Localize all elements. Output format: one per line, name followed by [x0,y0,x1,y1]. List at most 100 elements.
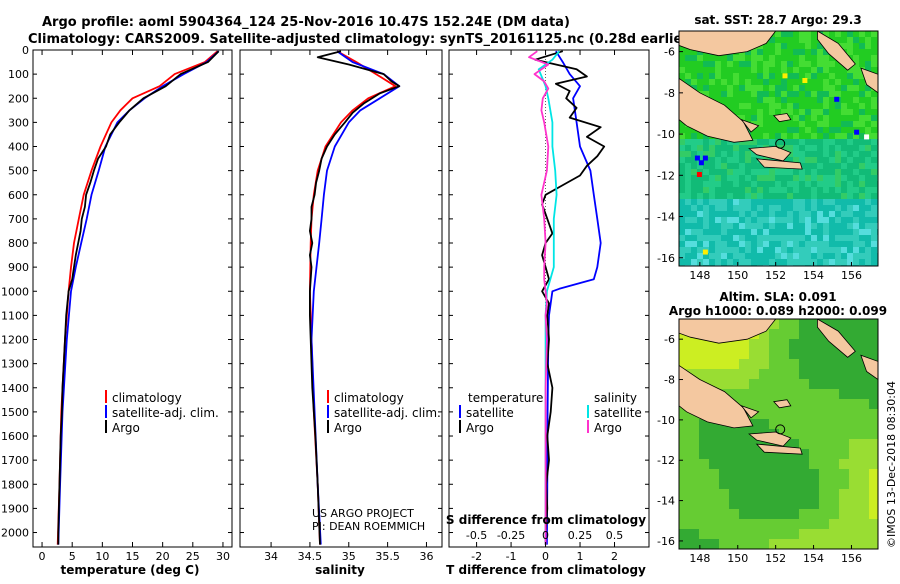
map-cell [759,479,769,489]
map-cell [679,211,685,217]
map-cell [805,199,811,205]
map-cell [799,205,805,211]
map-cell [829,319,839,329]
map-cell [691,205,697,211]
series-s-satellite [537,50,560,545]
map-cell [823,247,829,253]
map-cell [781,145,787,151]
map-cell [721,199,727,205]
map-cell [871,253,877,259]
project-credit: US ARGO PROJECT [312,507,414,520]
map-cell [749,509,759,519]
map-cell [679,61,685,67]
map-cell [779,409,789,419]
map-cell [739,349,749,359]
map-cell [721,157,727,163]
map-cell [865,85,871,91]
map-cell [763,49,769,55]
map-cell [841,181,847,187]
map-cell [847,85,853,91]
map-cell [805,109,811,115]
map-cell [817,181,823,187]
map-cell [739,539,749,549]
map-cell [841,187,847,193]
map-cell [793,157,799,163]
map-cell [721,61,727,67]
map-cell [751,169,757,175]
map-cell [727,187,733,193]
map-cell [709,223,715,229]
map-cell [817,163,823,169]
map-cell [781,259,787,265]
map-cell [809,379,819,389]
map-cell [719,499,729,509]
map-cell [789,419,799,429]
map-cell [787,97,793,103]
map-cell [739,169,745,175]
salinity-panel [308,50,401,545]
map-cell [859,379,869,389]
map-cell [729,499,739,509]
map-cell [691,187,697,193]
depth-tick-label: 200 [8,92,29,105]
map-cell [727,181,733,187]
map-cell [769,459,779,469]
map-cell [869,349,878,359]
map-cell [751,211,757,217]
map-cell [769,187,775,193]
map-cell [729,489,739,499]
map-cell [841,79,847,85]
map-cell [793,205,799,211]
map-cell [835,253,841,259]
map-cell [775,91,781,97]
map-cell [859,31,865,37]
lon-tick-label: 154 [803,552,824,565]
map-cell [715,253,721,259]
map-cell [819,369,829,379]
map-cell [853,103,859,109]
map-cell [749,539,759,549]
map-cell [789,469,799,479]
map-cell [829,489,839,499]
map-cell [727,139,733,145]
map-cell [763,223,769,229]
map-cell [763,121,769,127]
map-cell [805,121,811,127]
map-cell [691,67,697,73]
map-cell [721,97,727,103]
map-cell [769,223,775,229]
map-cell [715,247,721,253]
map-cell [819,499,829,509]
map-cell [847,31,853,37]
map-cell [775,103,781,109]
map-cell [787,133,793,139]
map-cell [697,217,703,223]
map-cell [835,235,841,241]
map-cell [709,199,715,205]
temperature-xlabel: temperature (deg C) [61,563,200,577]
map-cell [733,91,739,97]
series-satellite-adj-clim [57,50,220,545]
map-cell [787,187,793,193]
map-cell [799,133,805,139]
map-cell [691,79,697,85]
depth-tick-label: 1700 [1,454,29,467]
map-cell [811,223,817,229]
map-cell [817,157,823,163]
map-cell [679,519,689,529]
map-cell [757,211,763,217]
map-cell [721,229,727,235]
land-mass [679,319,777,344]
map-cell [799,127,805,133]
map-cell [739,429,749,439]
map-cell [853,241,859,247]
map-cell [865,91,871,97]
map-cell [865,67,871,73]
map-cell [859,519,869,529]
map-cell [829,157,835,163]
map-cell [739,79,745,85]
lon-tick-label: 154 [803,269,824,282]
map-cell [817,139,823,145]
map-cell [835,31,841,37]
map-cell [769,97,775,103]
